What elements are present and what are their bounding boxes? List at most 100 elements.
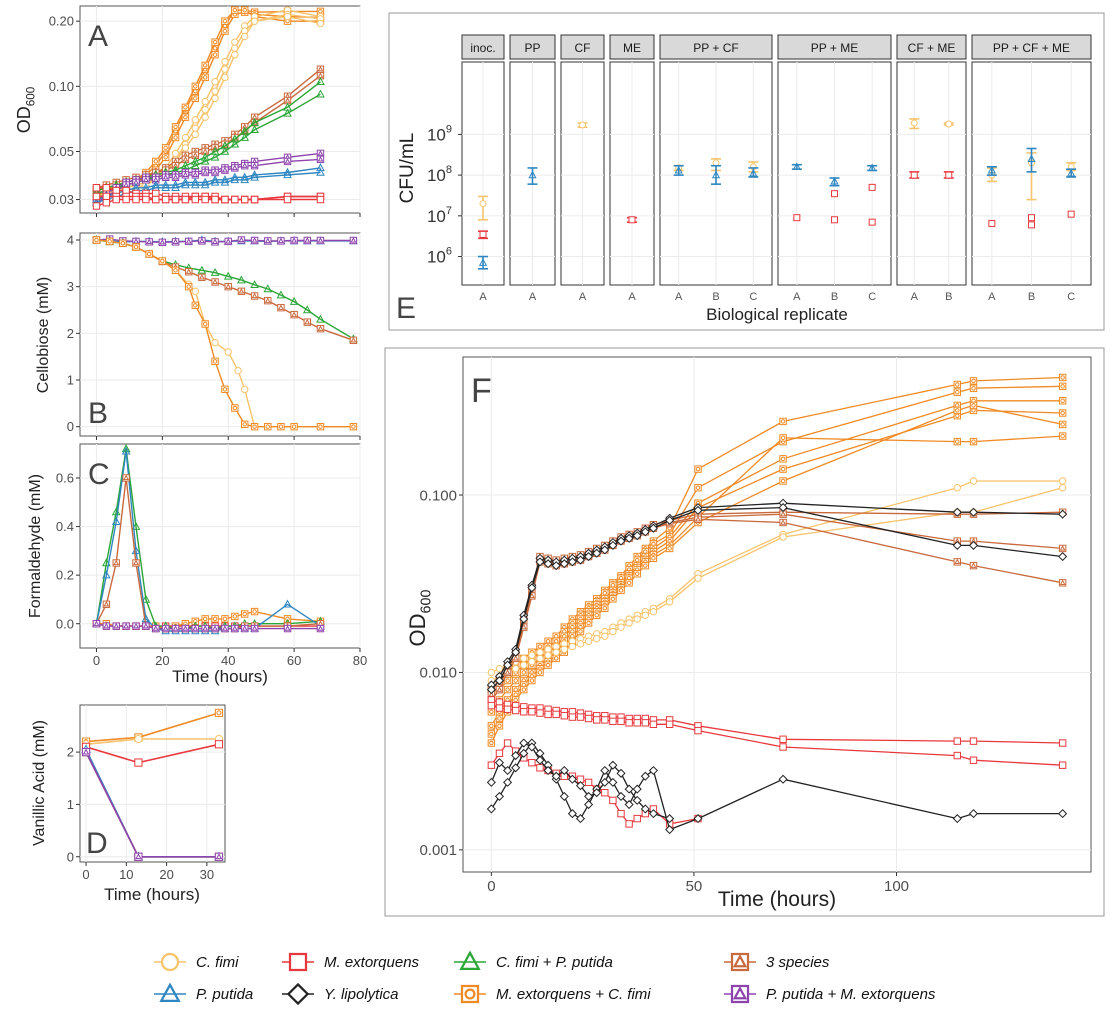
- marker-triangle: [350, 237, 357, 243]
- marker-diamond: [527, 742, 537, 752]
- panel-A: 0.03 0.05 0.10 0.20 A: [49, 5, 361, 217]
- marker-triangle: [283, 170, 292, 179]
- marker-triangle: [210, 152, 220, 161]
- marker-inner-circle: [618, 588, 624, 593]
- data-point: [134, 758, 143, 767]
- marker-diamond: [519, 614, 529, 624]
- marker-square: [211, 38, 219, 46]
- marker-triangle: [113, 559, 120, 566]
- marker-inner-circle: [955, 389, 960, 395]
- marker-square: [1028, 221, 1035, 229]
- marker-circle: [609, 627, 617, 636]
- cfu-point: [791, 162, 802, 170]
- legend-item-mecf: M. extorquens + C. fimi: [454, 984, 651, 1004]
- marker-circle: [479, 200, 487, 208]
- data-point: [649, 554, 658, 562]
- data-point: [250, 280, 259, 289]
- marker-diamond: [486, 685, 496, 695]
- data-point: [223, 271, 233, 280]
- data-point: [92, 192, 101, 201]
- marker-triangle: [283, 108, 292, 117]
- data-point: [1058, 552, 1068, 562]
- marker-triangle: [202, 625, 209, 631]
- marker-triangle: [317, 156, 324, 162]
- data-point: [536, 648, 544, 656]
- data-point: [201, 168, 209, 177]
- data-point: [142, 176, 150, 184]
- facet-strip-label: inoc.: [470, 41, 495, 55]
- marker-diamond: [600, 765, 610, 776]
- data-point: [649, 720, 658, 729]
- legend-item-yl: Y. lipolytica: [282, 982, 399, 1006]
- marker-square: [969, 737, 978, 745]
- x-tick-label: 80: [353, 653, 367, 668]
- marker-triangle: [172, 238, 179, 245]
- marker-circle: [495, 664, 504, 673]
- marker-triangle: [1067, 168, 1076, 177]
- marker-triangle: [162, 174, 169, 180]
- marker-circle: [316, 19, 325, 28]
- od-subscript: 600: [25, 86, 38, 106]
- marker-triangle: [182, 625, 189, 631]
- marker-square: [831, 190, 838, 198]
- data-point: [1058, 483, 1067, 492]
- marker-inner-circle: [602, 590, 608, 596]
- marker-square: [601, 716, 609, 724]
- legend-marker: [288, 952, 308, 972]
- marker-triangle: [987, 165, 996, 174]
- data-point: [181, 171, 190, 179]
- data-point: [633, 570, 641, 578]
- cfu-point: [1066, 168, 1077, 178]
- data-point: [171, 173, 180, 182]
- data-point: [527, 583, 537, 593]
- data-point: [277, 422, 285, 431]
- y-tick-label: 106: [427, 246, 452, 267]
- marker-inner-circle: [291, 424, 297, 429]
- cfu-point: [909, 118, 920, 130]
- data-point: [1058, 544, 1067, 553]
- x-tick-label: 0: [82, 867, 89, 882]
- data-point: [211, 78, 219, 86]
- data-point: [316, 422, 325, 431]
- marker-square: [584, 619, 593, 627]
- data-point: [633, 615, 641, 623]
- data-point: [152, 624, 160, 633]
- marker-diamond: [952, 814, 962, 824]
- marker-inner-circle: [780, 456, 786, 462]
- data-point: [142, 195, 150, 204]
- marker-square: [221, 27, 229, 35]
- data-point: [640, 804, 650, 814]
- facet: CF A: [560, 34, 605, 303]
- legend-marker: [286, 982, 310, 1006]
- marker-triangle: [190, 180, 200, 189]
- marker-triangle: [528, 592, 535, 599]
- y-tick-label: 0.6: [56, 471, 74, 486]
- cfu-point: [1026, 147, 1037, 173]
- marker-inner-circle: [497, 716, 502, 721]
- od-subscript: 600: [419, 590, 435, 614]
- panel-F: 0 50 100 0.001 0.010 0.100 F: [419, 356, 1092, 895]
- marker-inner-circle: [513, 697, 518, 703]
- marker-diamond: [575, 555, 586, 565]
- marker-diamond: [616, 768, 626, 778]
- data-point: [632, 784, 642, 794]
- data-point: [237, 236, 246, 244]
- marker-diamond: [616, 791, 626, 801]
- marker-square: [779, 743, 787, 751]
- marker-square: [181, 195, 190, 204]
- data-point: [1058, 579, 1067, 587]
- marker-triangle: [198, 274, 205, 280]
- data-point: [535, 755, 545, 765]
- data-point: [221, 17, 229, 25]
- marker-inner-circle: [193, 303, 198, 308]
- data-point: [191, 130, 199, 139]
- data-point: [487, 701, 496, 710]
- marker-square: [568, 713, 577, 721]
- data-point: [609, 627, 617, 636]
- marker-square: [316, 195, 325, 204]
- data-point: [316, 163, 325, 172]
- data-point: [181, 103, 190, 112]
- marker-triangle: [291, 237, 298, 243]
- data-point: [201, 97, 209, 106]
- data-point: [224, 237, 232, 246]
